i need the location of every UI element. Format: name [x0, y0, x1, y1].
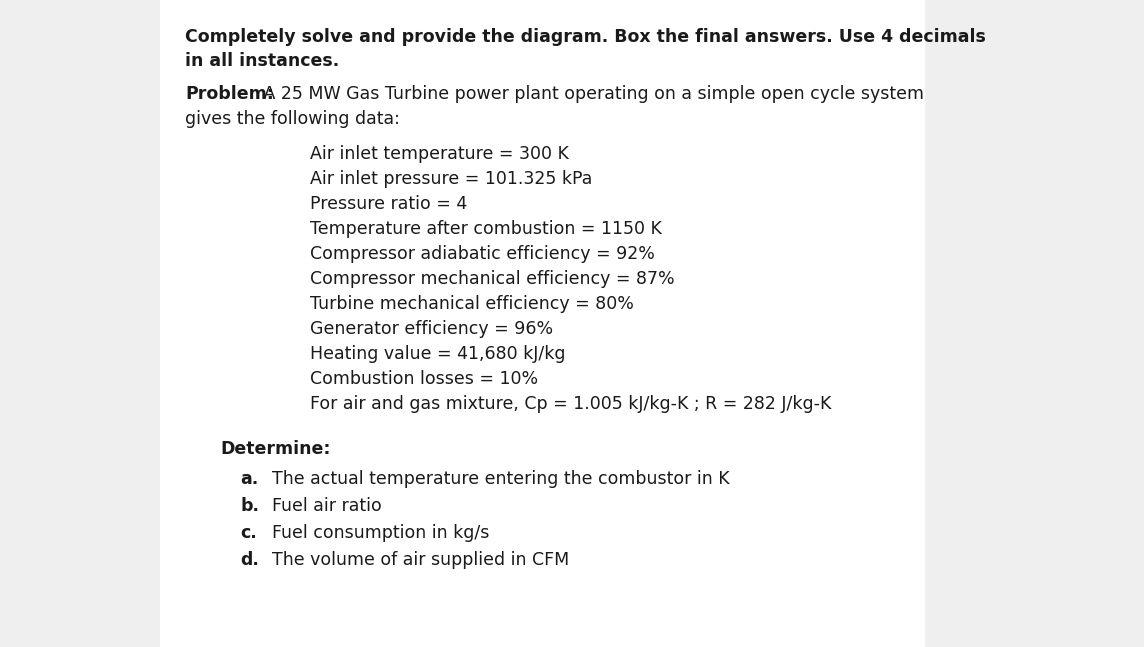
Text: Combustion losses = 10%: Combustion losses = 10% [310, 370, 538, 388]
Text: For air and gas mixture, Cp = 1.005 kJ/kg-K ; R = 282 J/kg-K: For air and gas mixture, Cp = 1.005 kJ/k… [310, 395, 832, 413]
Text: Completely solve and provide the diagram. Box the final answers. Use 4 decimals: Completely solve and provide the diagram… [185, 28, 986, 46]
Text: Compressor mechanical efficiency = 87%: Compressor mechanical efficiency = 87% [310, 270, 675, 288]
Text: The actual temperature entering the combustor in K: The actual temperature entering the comb… [272, 470, 730, 488]
Text: Temperature after combustion = 1150 K: Temperature after combustion = 1150 K [310, 220, 662, 238]
Text: A 25 MW Gas Turbine power plant operating on a simple open cycle system: A 25 MW Gas Turbine power plant operatin… [259, 85, 924, 103]
Text: a.: a. [240, 470, 259, 488]
Text: b.: b. [240, 497, 259, 515]
Bar [160, 0, 925, 647]
Text: Fuel air ratio: Fuel air ratio [272, 497, 382, 515]
Text: gives the following data:: gives the following data: [185, 110, 400, 128]
Text: Problem:: Problem: [185, 85, 273, 103]
Text: Compressor adiabatic efficiency = 92%: Compressor adiabatic efficiency = 92% [310, 245, 654, 263]
Text: Generator efficiency = 96%: Generator efficiency = 96% [310, 320, 554, 338]
Text: Fuel consumption in kg/s: Fuel consumption in kg/s [272, 524, 490, 542]
Text: The volume of air supplied in CFM: The volume of air supplied in CFM [272, 551, 570, 569]
Text: Air inlet pressure = 101.325 kPa: Air inlet pressure = 101.325 kPa [310, 170, 593, 188]
Text: Pressure ratio = 4: Pressure ratio = 4 [310, 195, 467, 213]
Text: Heating value = 41,680 kJ/kg: Heating value = 41,680 kJ/kg [310, 345, 565, 363]
Text: Air inlet temperature = 300 K: Air inlet temperature = 300 K [310, 145, 569, 163]
Text: in all instances.: in all instances. [185, 52, 340, 70]
Text: c.: c. [240, 524, 256, 542]
Text: Determine:: Determine: [220, 440, 331, 458]
Text: Turbine mechanical efficiency = 80%: Turbine mechanical efficiency = 80% [310, 295, 634, 313]
Text: d.: d. [240, 551, 259, 569]
